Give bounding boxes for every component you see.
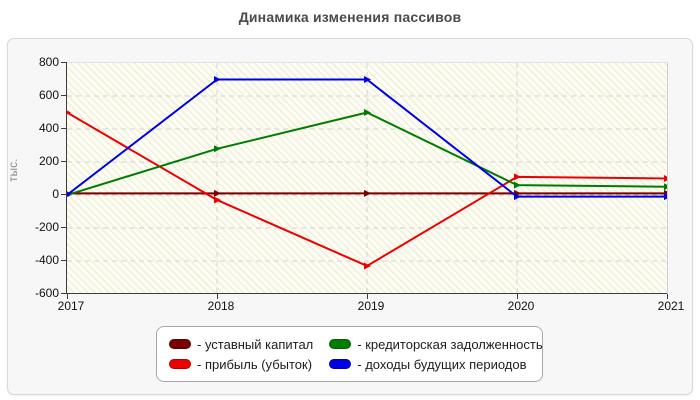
legend-label: - прибыль (убыток) (197, 356, 313, 372)
legend-item: - кредиторская задолженность (329, 336, 543, 352)
y-tick-label: 400 (38, 121, 59, 135)
y-tick-mark (61, 62, 66, 63)
series-marker (664, 193, 667, 201)
series-marker (67, 193, 71, 197)
x-tick-mark (667, 294, 668, 299)
x-tick-mark (517, 294, 518, 299)
x-tick-mark (67, 294, 68, 299)
series-marker (514, 181, 521, 189)
series-marker (364, 262, 371, 270)
y-axis-title: тыс. (6, 158, 20, 182)
chart-title: Динамика изменения пассивов (238, 9, 462, 25)
y-tick-mark (61, 260, 66, 261)
series-marker (214, 76, 221, 83)
legend-label: - уставный капитал (197, 336, 314, 352)
x-tick-label: 2020 (507, 299, 535, 313)
y-tick-mark (61, 194, 66, 195)
x-tick-label: 2017 (57, 299, 85, 313)
series-plot (67, 63, 667, 294)
series-marker (364, 76, 371, 83)
legend: - уставный капитал - прибыль (убыток) - кр… (156, 326, 543, 382)
x-tick-label: 2019 (357, 299, 385, 313)
legend-item: - доходы будущих периодов (329, 357, 542, 372)
legend-swatch (169, 359, 191, 369)
x-tick-mark (217, 294, 218, 299)
y-tick-label: 800 (38, 55, 59, 69)
y-tick-label: -400 (34, 253, 59, 267)
y-axis-line (66, 62, 67, 294)
series-marker (67, 110, 71, 115)
legend-label: - кредиторская задолженность (357, 336, 543, 352)
series-marker (214, 196, 221, 204)
plot-area (67, 62, 668, 294)
y-tick-label: -600 (34, 286, 59, 300)
x-tick-label: 2021 (657, 299, 685, 313)
y-tick-mark (61, 95, 66, 96)
y-tick-mark (61, 227, 66, 228)
series-marker (214, 189, 221, 197)
series-marker (364, 189, 371, 197)
y-tick-label: 0 (52, 187, 59, 201)
legend-swatch (169, 339, 191, 349)
y-tick-mark (61, 161, 66, 162)
y-tick-label: -200 (34, 220, 59, 234)
series-marker (514, 173, 521, 181)
series-marker (664, 183, 667, 191)
legend-swatch (329, 359, 352, 369)
y-tick-label: 200 (38, 154, 59, 168)
legend-item: - прибыль (убыток) (169, 357, 313, 372)
legend-swatch (329, 339, 352, 349)
x-tick-mark (367, 294, 368, 299)
series-marker (514, 193, 521, 201)
series-marker (364, 109, 371, 116)
series-marker (214, 145, 221, 153)
y-tick-mark (61, 293, 66, 294)
series-marker (664, 175, 667, 182)
legend-label: - доходы будущих периодов (357, 356, 527, 372)
y-tick-mark (61, 128, 66, 129)
y-tick-label: 600 (38, 88, 59, 102)
legend-item: - уставный капитал (169, 337, 313, 352)
x-axis-line (63, 293, 667, 294)
x-tick-label: 2018 (207, 299, 235, 313)
